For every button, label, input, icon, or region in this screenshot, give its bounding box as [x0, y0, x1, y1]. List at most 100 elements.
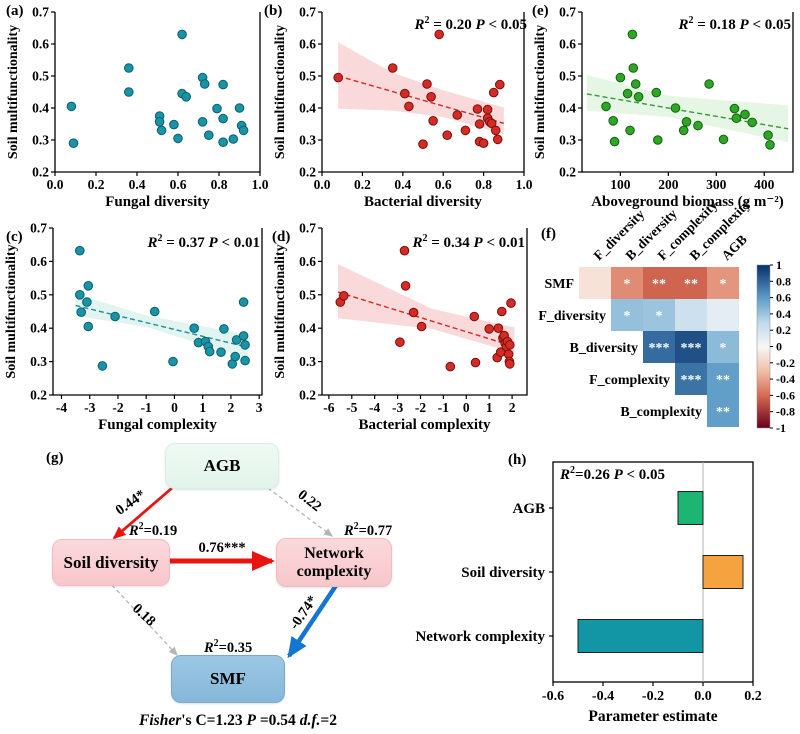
- y-tick-label: 0.5: [30, 287, 47, 302]
- r2-symbol: R: [344, 522, 354, 539]
- x-axis-label: Bacterial complexity: [358, 417, 491, 433]
- p-symbol: P: [246, 712, 256, 729]
- significance-stars: **: [652, 277, 666, 292]
- data-point: [75, 290, 85, 300]
- data-point: [400, 88, 410, 99]
- bar-category-label: Network complexity: [415, 629, 545, 645]
- data-point: [482, 104, 493, 115]
- data-point: [426, 92, 436, 102]
- panel-letter-e: (e): [532, 3, 549, 19]
- significance-stars: *: [720, 341, 727, 356]
- annotation-part: 2: [424, 15, 430, 26]
- data-point: [339, 291, 349, 301]
- sem-node-smf: SMF: [171, 655, 285, 703]
- colorbar-tick-label: 0.6: [776, 291, 791, 305]
- colorbar-tick-label: 0.2: [776, 323, 791, 337]
- significance-stars: *: [624, 309, 631, 324]
- y-tick-label: 0.6: [299, 37, 316, 52]
- x-tick-label: 300: [706, 177, 727, 192]
- data-point: [495, 79, 505, 90]
- data-point: [729, 103, 740, 114]
- annotation-part: < 0.05: [748, 17, 791, 33]
- heatmap-row-label: F_diversity: [538, 309, 606, 324]
- significance-stars: **: [716, 405, 730, 420]
- sem-node-label: SMF: [210, 669, 246, 688]
- df-symbol: d.f.: [299, 712, 321, 729]
- colorbar-tick-label: 1: [776, 258, 782, 272]
- data-point: [218, 79, 228, 90]
- sem-node-network-complexity: Network complexity: [276, 538, 392, 587]
- data-point: [622, 88, 633, 99]
- regression-line: [75, 304, 249, 348]
- y-tick-label: 0.4: [30, 321, 47, 336]
- panel-letter-b: (b): [264, 3, 283, 19]
- y-tick-label: 0.3: [299, 354, 316, 369]
- data-point: [204, 130, 214, 140]
- data-point: [181, 92, 191, 102]
- r2-annotation-c: R2 = 0.37 P < 0.01: [147, 233, 260, 252]
- data-point: [238, 125, 249, 136]
- y-tick-label: 0.7: [30, 221, 47, 236]
- data-point: [416, 321, 427, 332]
- data-point: [75, 245, 85, 256]
- regression-line: [337, 75, 504, 125]
- sem-path-soil-smf: [111, 584, 178, 656]
- heatmap-cell: [707, 331, 739, 363]
- data-point: [474, 119, 485, 129]
- x-tick-label: 200: [658, 177, 679, 192]
- x-tick-label: 1.0: [516, 177, 533, 192]
- panel-letter-c: (c): [6, 229, 23, 245]
- x-axis-label: Aboveground biomass (g m⁻²): [591, 194, 784, 210]
- data-point: [505, 340, 515, 350]
- x-tick-label: 0.8: [211, 177, 228, 192]
- r2-annotation-h: R2=0.26 P < 0.05: [560, 465, 665, 484]
- annotation-part: R: [678, 17, 689, 33]
- x-tick-label: -0.2: [642, 689, 664, 704]
- axis-spines: [321, 12, 525, 173]
- data-point: [478, 138, 489, 148]
- significance-stars: **: [716, 373, 730, 388]
- x-tick-label: 0.2: [88, 177, 105, 192]
- y-axis-label: Soil multifunctionality: [4, 244, 19, 378]
- sem-node-agb: AGB: [165, 443, 279, 489]
- data-point: [731, 113, 742, 123]
- x-tick-label: -6: [323, 400, 334, 415]
- y-tick-label: 0.5: [32, 69, 49, 84]
- data-point: [763, 130, 773, 140]
- confidence-band: [586, 75, 789, 143]
- data-point: [434, 29, 445, 40]
- y-tick-label: 0.7: [299, 5, 316, 20]
- data-point: [469, 311, 480, 322]
- y-tick-label: 0.3: [32, 133, 49, 148]
- data-point: [149, 306, 160, 317]
- data-point: [83, 281, 94, 291]
- sem-node-label: Soil diversity: [63, 552, 159, 572]
- x-tick-label: 0.0: [314, 177, 331, 192]
- x-tick-label: 400: [754, 177, 775, 192]
- x-tick-label: 1: [199, 400, 206, 415]
- data-point: [486, 118, 497, 129]
- x-tick-label: -3: [392, 400, 403, 415]
- x-tick-label: 100: [610, 177, 631, 192]
- data-point: [219, 324, 229, 334]
- fisher-statistic: Fisher's C=1.23 P =0.54 d.f.=2: [126, 712, 350, 730]
- panel-b-scatter: 0.0 0.2 0.4 0.6 0.8 1.00.20.30.40.50.60.7Bact…: [273, 5, 533, 211]
- x-tick-label: -5: [346, 400, 357, 415]
- data-point: [460, 125, 471, 136]
- x-tick-label: -1: [141, 400, 152, 415]
- heatmap-cell: [643, 267, 675, 299]
- fisher-text: =0.54: [255, 712, 300, 729]
- annotation-part: R: [147, 235, 158, 251]
- bar-agb: [677, 491, 704, 525]
- data-point: [218, 113, 228, 124]
- data-point: [231, 335, 242, 345]
- annotation-part: P: [473, 235, 483, 251]
- significance-stars: *: [656, 309, 663, 324]
- r2-value: =0.77: [358, 522, 393, 539]
- data-point: [68, 138, 79, 148]
- x-tick-label: -4: [369, 400, 380, 415]
- heatmap-row-label: B_complexity: [620, 405, 702, 420]
- data-point: [704, 79, 714, 89]
- data-point: [173, 133, 183, 144]
- x-tick-label: 2: [228, 400, 235, 415]
